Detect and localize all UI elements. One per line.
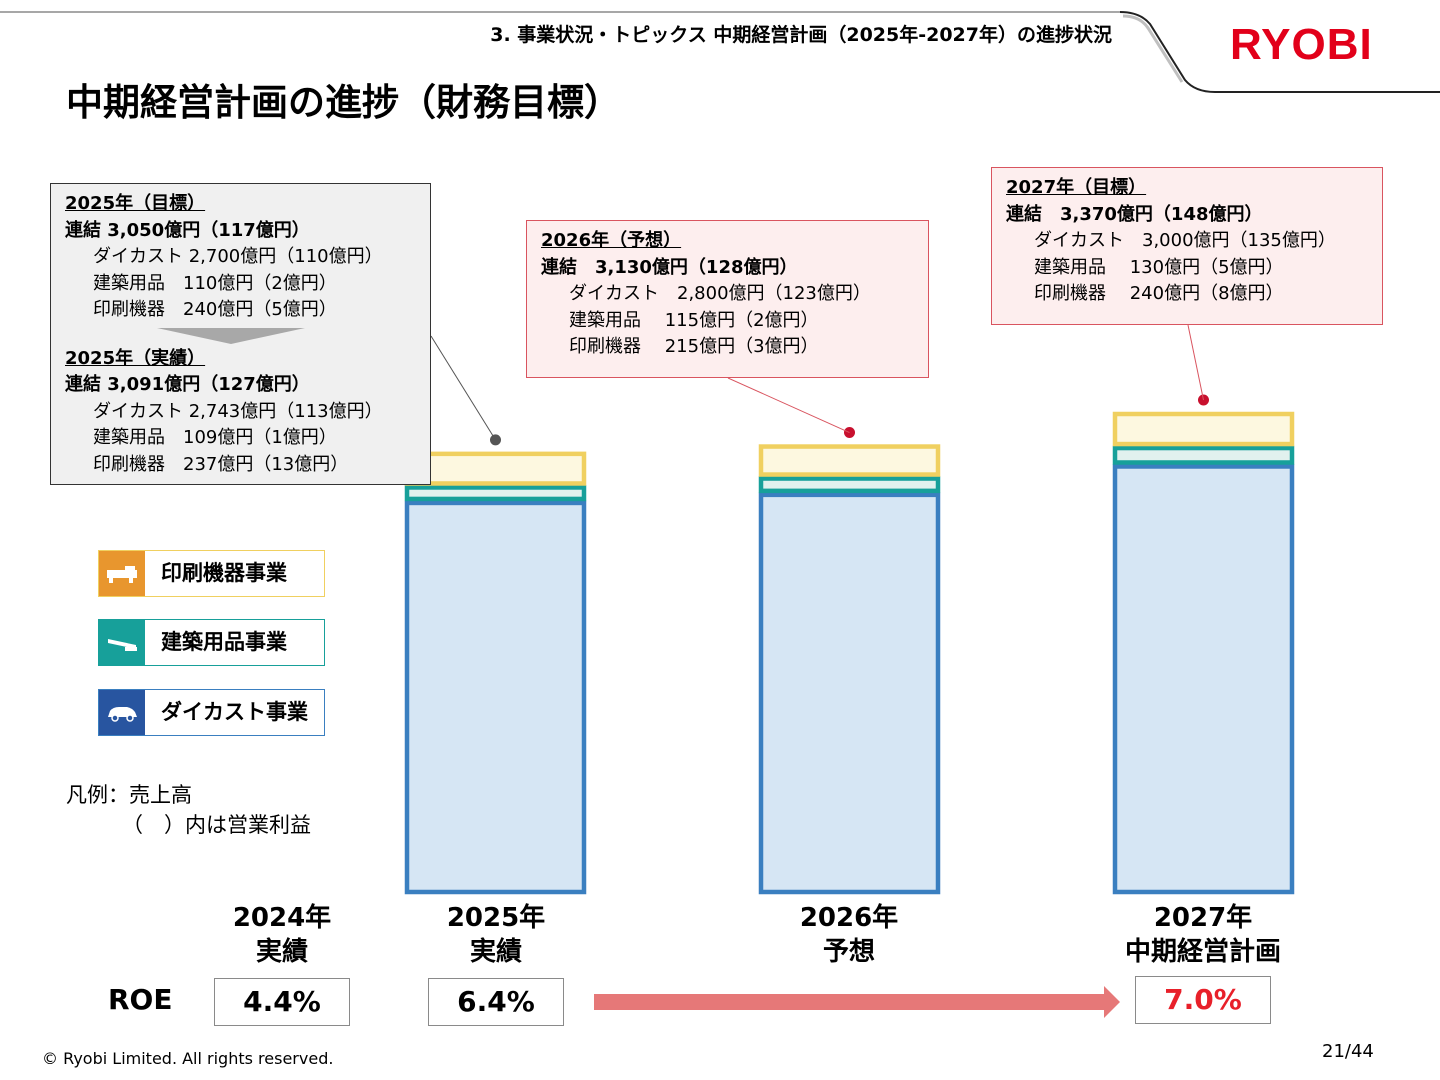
bar-segment-printing — [758, 444, 941, 477]
bar-segment-printing — [404, 451, 587, 486]
callout-2026: 2026年（予想） 連結 3,130億円（128億円） ダイカスト 2,800億… — [526, 220, 929, 378]
callout-2026-total: 連結 3,130億円（128億円） — [541, 256, 798, 278]
callout-2027-heading: 2027年（目標） — [1006, 177, 1147, 198]
printing-press-icon — [99, 551, 145, 596]
bar-segment-printing — [1112, 411, 1295, 447]
roe-value-2025: 6.4% — [428, 978, 564, 1026]
callout-2025-actual-total: 連結 3,091億円（127億円） — [65, 374, 310, 395]
callout-2026-line: 印刷機器 215億円（3億円） — [569, 336, 819, 357]
callout-connector — [1187, 324, 1204, 401]
callout-2025-target-line: 印刷機器 240億円（5億円） — [93, 299, 337, 320]
callout-2025-actual-line: 印刷機器 237億円（13億円） — [93, 453, 349, 475]
legend-printing: 印刷機器事業 — [98, 550, 325, 597]
copyright: © Ryobi Limited. All rights reserved. — [42, 1049, 334, 1068]
header-rule — [0, 11, 1440, 93]
legend-label: ダイカスト事業 — [161, 700, 308, 724]
category-label: 2024年 実績 — [232, 903, 332, 967]
category-label: 2026年 予想 — [799, 903, 899, 967]
legend-note-line2: （ ）内は営業利益 — [122, 813, 311, 837]
callout-connector — [727, 377, 850, 433]
door-closer-icon — [99, 620, 145, 665]
callout-2025: 2025年（目標） 連結 3,050億円（117億円） ダイカスト 2,700億… — [50, 183, 431, 485]
bar-segment-diecast — [404, 500, 587, 895]
callout-2027: 2027年（目標） 連結 3,370億円（148億円） ダイカスト 3,000億… — [991, 167, 1383, 325]
roe-label: ROE — [108, 983, 173, 1016]
callout-2026-line: 建築用品 115億円（2億円） — [569, 309, 819, 331]
ryobi-logo: RYOBI — [1230, 20, 1373, 69]
callout-connector — [430, 335, 496, 441]
callout-2027-line: ダイカスト 3,000億円（135億円） — [1034, 230, 1336, 251]
legend-note: 凡例：売上高 （ ）内は営業利益 — [66, 780, 311, 840]
callout-2027-line: 印刷機器 240億円（8億円） — [1034, 283, 1284, 304]
bar-segment-diecast — [758, 492, 941, 895]
callout-2025-target-total: 連結 3,050億円（117億円） — [65, 219, 310, 241]
bar-segment-building — [758, 476, 941, 494]
page-title: 中期経営計画の進捗（財務目標） — [66, 81, 621, 124]
callout-2027-total: 連結 3,370億円（148億円） — [1006, 203, 1263, 225]
callout-2026-line: ダイカスト 2,800億円（123億円） — [569, 283, 871, 304]
roe-value-2024: 4.4% — [214, 978, 350, 1026]
bar-segment-diecast — [1112, 464, 1295, 895]
legend-label: 建築用品事業 — [161, 630, 287, 654]
bar-segment-building — [1112, 445, 1295, 465]
callout-2025-target-line: ダイカスト 2,700億円（110億円） — [93, 246, 383, 267]
callout-2025-actual-line: 建築用品 109億円（1億円） — [93, 427, 337, 448]
callout-2025-target-line: 建築用品 110億円（2億円） — [93, 272, 337, 294]
roe-trend-arrow — [594, 986, 1120, 1018]
category-label: 2027年 中期経営計画 — [1124, 903, 1281, 967]
section-title: 3. 事業状況・トピックス 中期経営計画（2025年-2027年）の進捗状況 — [490, 24, 1112, 46]
legend-building: 建築用品事業 — [98, 619, 325, 666]
down-arrow-icon — [157, 327, 305, 344]
category-label: 2025年 実績 — [446, 903, 546, 967]
roe-value-2027: 7.0% — [1135, 976, 1271, 1024]
callout-2027-line: 建築用品 130億円（5億円） — [1034, 256, 1284, 278]
callout-2025-actual-heading: 2025年（実績） — [65, 347, 206, 369]
car-icon — [99, 690, 145, 735]
legend-diecast: ダイカスト事業 — [98, 689, 325, 736]
page-number: 21/44 — [1322, 1041, 1374, 1062]
legend-note-line1: 凡例：売上高 — [66, 783, 192, 807]
callout-2026-heading: 2026年（予想） — [541, 230, 682, 251]
callout-2025-target-heading: 2025年（目標） — [65, 193, 206, 214]
legend-label: 印刷機器事業 — [161, 561, 287, 585]
bar-segment-building — [404, 485, 587, 502]
callout-2025-actual-line: ダイカスト 2,743億円（113億円） — [93, 400, 383, 422]
